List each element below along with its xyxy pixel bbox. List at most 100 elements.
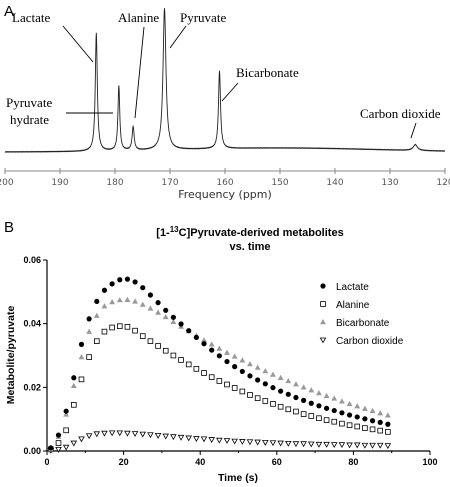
legend-label-carbon-dioxide: Carbon dioxide [336, 336, 404, 347]
point-lactate [71, 375, 77, 381]
point-bicarbonate [239, 357, 246, 363]
legend-label-alanine: Alanine [336, 300, 370, 311]
point-bicarbonate [147, 305, 154, 311]
point-carbon-dioxide [170, 434, 177, 441]
point-lactate [147, 292, 154, 298]
point-alanine [300, 411, 307, 417]
point-alanine [116, 323, 123, 330]
leader-alanine [134, 26, 145, 119]
x-tick-label-a: 160 [216, 178, 233, 188]
label-lactate: Lactate [12, 10, 50, 25]
point-alanine [55, 440, 62, 446]
point-carbon-dioxide [154, 433, 162, 439]
point-bicarbonate [139, 301, 146, 307]
x-tick-label-b: 0 [44, 457, 49, 467]
point-alanine [285, 406, 292, 413]
point-bicarbonate [247, 361, 253, 367]
point-alanine [247, 392, 253, 398]
point-bicarbonate [224, 349, 230, 355]
point-carbon-dioxide [116, 430, 124, 437]
chart-b-marks [47, 276, 392, 454]
point-alanine [308, 413, 315, 419]
point-carbon-dioxide [223, 438, 231, 444]
point-carbon-dioxide [177, 434, 185, 441]
point-lactate [331, 407, 337, 414]
point-lactate [247, 373, 253, 379]
point-lactate [224, 358, 230, 365]
x-tick-label-b: 20 [119, 457, 129, 467]
point-bicarbonate [384, 412, 391, 418]
point-bicarbonate [208, 341, 215, 347]
y-tick-label-b: 0.04 [23, 319, 41, 329]
point-carbon-dioxide [62, 444, 70, 451]
point-lactate [232, 364, 238, 370]
point-alanine [216, 378, 223, 384]
point-alanine [369, 426, 376, 433]
legend-marker-carbon-dioxide [319, 337, 327, 344]
point-carbon-dioxide [131, 431, 139, 437]
point-lactate [124, 276, 131, 282]
point-alanine [362, 425, 368, 431]
point-alanine [178, 357, 184, 363]
point-carbon-dioxide [315, 441, 323, 448]
point-bicarbonate [339, 398, 345, 404]
point-lactate [285, 391, 291, 397]
point-lactate [94, 298, 100, 304]
point-alanine [78, 376, 85, 383]
point-lactate [239, 368, 245, 375]
chart-b-axes: 0 20 40 60 80 100 0.00 0.02 0.04 0.06 [23, 255, 437, 467]
point-bicarbonate [369, 407, 376, 414]
x-tick-label-a: 180 [106, 178, 123, 188]
point-bicarbonate [109, 299, 116, 305]
x-tick-label-a: 130 [381, 178, 398, 188]
legend-label-bicarbonate: Bicarbonate [336, 318, 390, 329]
leader-bicarbonate [221, 82, 239, 102]
point-alanine [293, 408, 299, 415]
point-alanine [277, 403, 284, 410]
point-bicarbonate [101, 303, 108, 309]
point-alanine [239, 388, 246, 395]
point-alanine [71, 402, 77, 408]
panel-b-letter: B [4, 219, 14, 236]
leader-pyruvate [169, 25, 187, 49]
point-lactate [140, 285, 146, 291]
point-alanine [385, 429, 391, 435]
label-carbon-dioxide: Carbon dioxide [360, 106, 441, 121]
point-lactate [346, 412, 353, 418]
point-alanine [132, 327, 138, 334]
y-tick-label-b: 0.00 [23, 446, 41, 456]
point-lactate [278, 388, 284, 394]
point-bicarbonate [293, 381, 299, 387]
point-carbon-dioxide [384, 443, 392, 450]
x-axis-frequency: 200 190 180 170 160 150 140 130 120 [0, 168, 450, 188]
point-alanine [162, 347, 169, 354]
point-lactate [354, 414, 360, 420]
legend-marker-alanine [320, 301, 326, 307]
point-carbon-dioxide [78, 436, 85, 443]
point-carbon-dioxide [269, 440, 277, 447]
point-carbon-dioxide [239, 439, 246, 445]
y-tick-label-b: 0.06 [23, 255, 41, 265]
point-alanine [346, 422, 353, 429]
point-carbon-dioxide [93, 431, 101, 438]
point-lactate [316, 403, 322, 409]
point-alanine [270, 401, 276, 407]
point-carbon-dioxide [70, 440, 78, 447]
point-bicarbonate [254, 364, 261, 370]
x-tick-label-a: 150 [271, 178, 288, 188]
point-bicarbonate [216, 345, 223, 351]
point-carbon-dioxide [323, 441, 330, 448]
point-bicarbonate [155, 309, 161, 315]
point-alanine [323, 417, 330, 423]
x-tick-label-b: 40 [195, 457, 205, 467]
point-bicarbonate [277, 374, 284, 380]
point-bicarbonate [124, 296, 131, 302]
x-axis-title-frequency: Frequency (ppm) [178, 188, 272, 201]
nmr-spectrum [4, 8, 446, 153]
point-alanine [208, 374, 215, 380]
point-lactate [48, 445, 54, 451]
point-lactate [117, 277, 123, 283]
legend-marker-lactate [320, 283, 326, 289]
point-carbon-dioxide [231, 438, 238, 445]
point-alanine [201, 370, 207, 376]
